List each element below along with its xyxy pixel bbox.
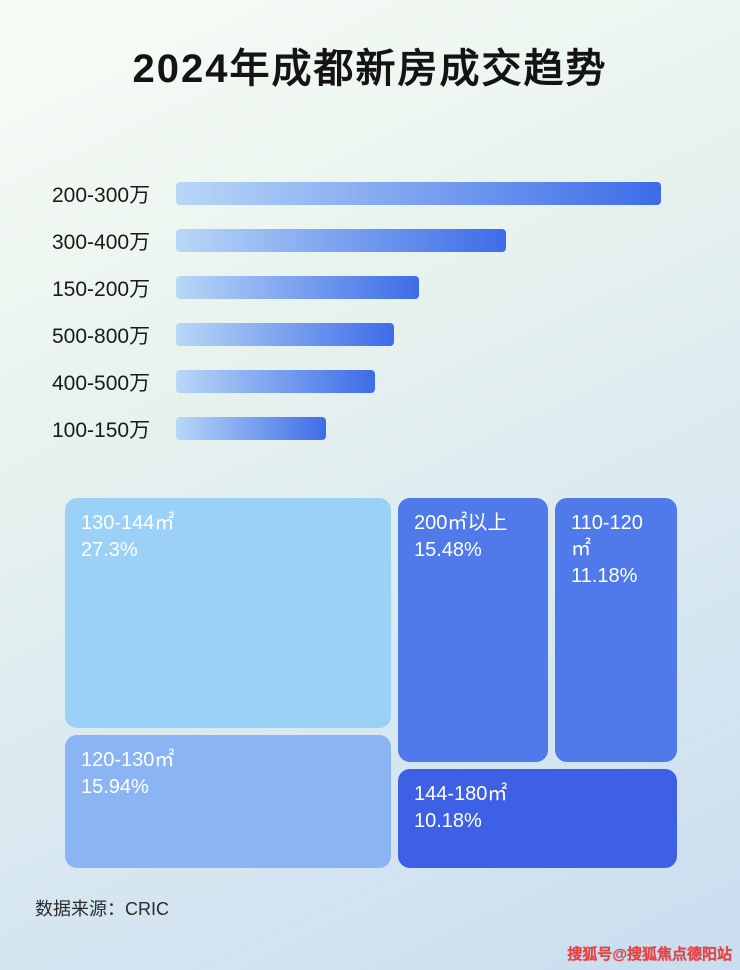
bar-chart: 200-300万 300-400万 150-200万 500-800万 400-500万…: [0, 182, 740, 464]
bar-row: 500-800万: [0, 323, 740, 348]
bar-row: 100-150万: [0, 417, 740, 442]
treemap-block-label: 110-120㎡: [571, 512, 643, 560]
treemap-block-percent: 10.18%: [414, 810, 482, 832]
page-title: 2024年成都新房成交趋势: [132, 47, 608, 91]
bar: [176, 323, 394, 346]
bar: [176, 229, 506, 252]
treemap-block-label: 200㎡以上: [414, 512, 508, 534]
treemap-block-label: 120-130㎡: [81, 749, 175, 771]
data-source-label: 数据来源：CRIC: [35, 899, 169, 919]
bar: [176, 417, 326, 440]
treemap-block-200-plus: 200㎡以上 15.48%: [398, 498, 548, 762]
bar: [176, 276, 419, 299]
bar-category-label: 400-500万: [52, 371, 151, 395]
bar-category-label: 100-150万: [52, 418, 151, 442]
bar-row: 400-500万: [0, 370, 740, 395]
bar-category-label: 300-400万: [52, 230, 151, 254]
treemap-block-percent: 11.18%: [571, 565, 638, 587]
treemap-block-percent: 27.3%: [81, 539, 138, 561]
treemap-block-label: 130-144㎡: [81, 512, 175, 534]
bar: [176, 182, 661, 205]
treemap-block-130-144: 130-144㎡ 27.3%: [65, 498, 391, 728]
treemap-block-144-180: 144-180㎡ 10.18%: [398, 769, 677, 868]
bar-row: 200-300万: [0, 182, 740, 207]
bar: [176, 370, 375, 393]
treemap-block-label: 144-180㎡: [414, 783, 508, 805]
treemap-chart: 130-144㎡ 27.3% 120-130㎡ 15.94% 200㎡以上 15…: [65, 498, 677, 868]
treemap-block-110-120: 110-120㎡ 11.18%: [555, 498, 677, 762]
treemap-block-percent: 15.48%: [414, 539, 482, 561]
bar-category-label: 500-800万: [52, 324, 151, 348]
treemap-block-120-130: 120-130㎡ 15.94%: [65, 735, 391, 868]
bar-category-label: 200-300万: [52, 183, 151, 207]
watermark: 搜狐号@搜狐焦点德阳站: [567, 946, 732, 963]
bar-row: 150-200万: [0, 276, 740, 301]
bar-category-label: 150-200万: [52, 277, 151, 301]
bar-row: 300-400万: [0, 229, 740, 254]
treemap-block-percent: 15.94%: [81, 776, 149, 798]
